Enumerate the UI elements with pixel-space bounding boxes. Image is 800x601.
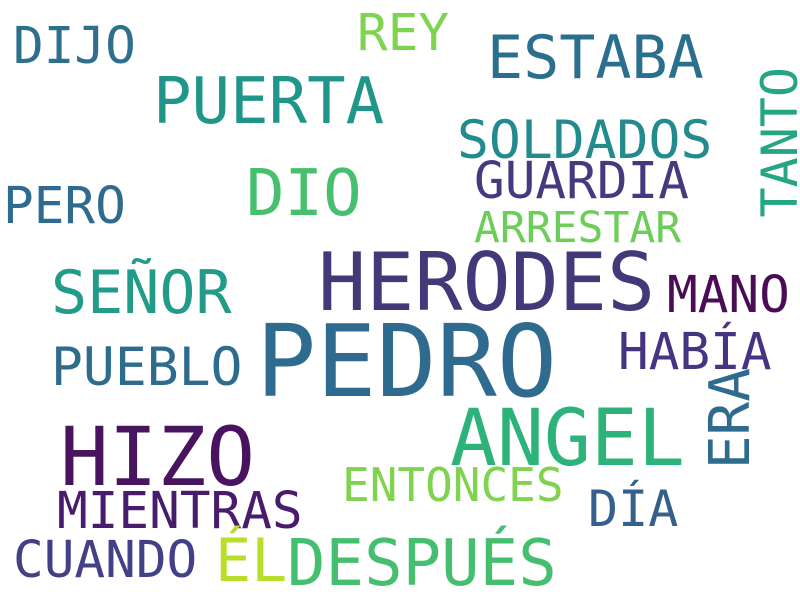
word-pueblo: PUEBLO — [51, 337, 243, 398]
word-estaba: ESTABA — [487, 23, 704, 93]
word-mano: MANO — [667, 266, 790, 325]
word-mientras: MIENTRAS — [57, 482, 303, 541]
word-arrestar: ARRESTAR — [474, 203, 682, 253]
word-rey: REY — [357, 4, 450, 63]
word-pero: PERO — [3, 177, 126, 236]
word-senor: SEÑOR — [51, 258, 232, 328]
word-hizo: HIZO — [60, 411, 256, 505]
word-habia: HABÍA — [618, 323, 772, 382]
word-puerta: PUERTA — [153, 65, 385, 139]
word-era: ERA — [698, 368, 763, 470]
word-dio: DIO — [246, 157, 362, 231]
word-dijo: DIJO — [13, 17, 136, 76]
word-pedro: PEDRO — [256, 303, 558, 420]
word-cuando: CUANDO — [13, 531, 198, 590]
word-entonces: ENTONCES — [342, 458, 564, 512]
word-dia: DÍA — [588, 480, 679, 538]
word-el: ÉL — [215, 526, 288, 596]
word-herodes: HERODES — [318, 236, 656, 329]
word-tanto: TANTO — [751, 67, 800, 218]
word-despues: DESPUÉS — [287, 527, 557, 601]
word-soldados: SOLDADOS — [457, 110, 713, 171]
word-angel: ANGEL — [450, 394, 685, 484]
word-guardia: GUARDIA — [474, 152, 689, 211]
